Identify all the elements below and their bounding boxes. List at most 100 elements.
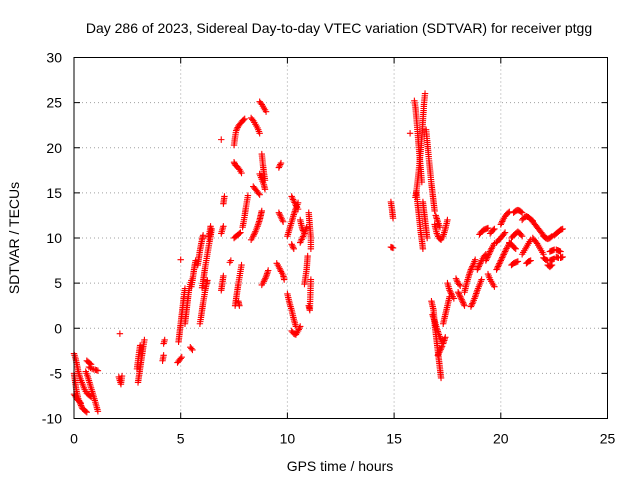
data-point (491, 283, 498, 290)
data-point (275, 263, 283, 271)
data-point (548, 261, 556, 269)
data-point (419, 245, 427, 253)
data-point (389, 214, 397, 222)
data-point (469, 300, 476, 307)
data-point (505, 209, 512, 216)
data-point (496, 260, 503, 267)
data-point (437, 374, 445, 382)
grid (74, 57, 608, 419)
data-point (250, 231, 258, 238)
y-axis-label: SDTVAR / TECUs (6, 182, 22, 294)
y-tick-label: 25 (46, 95, 62, 111)
data-point (500, 251, 507, 258)
data-point (94, 367, 102, 374)
data-point (303, 223, 310, 231)
data-point (262, 275, 269, 282)
data-point (178, 353, 185, 361)
data-point (277, 212, 284, 219)
data-point (116, 330, 124, 337)
y-tick-label: 15 (46, 185, 62, 201)
data-point (278, 215, 285, 222)
data-point (406, 130, 414, 137)
data-point (498, 219, 505, 227)
x-tick-label: 15 (386, 431, 402, 447)
data-point (86, 360, 94, 367)
data-point (453, 276, 460, 284)
data-point (517, 231, 525, 239)
data-point (468, 301, 475, 309)
data-point (495, 261, 502, 269)
data-point (262, 108, 270, 115)
data-point (461, 302, 468, 309)
data-point (244, 192, 252, 199)
data-point (434, 352, 442, 359)
data-point (471, 256, 479, 263)
data-point (237, 229, 244, 236)
data-point (446, 287, 453, 294)
data-point (233, 125, 241, 133)
data-point (295, 326, 302, 333)
data-point (141, 336, 148, 344)
data-point (518, 232, 526, 240)
data-point (475, 263, 482, 270)
data-point (458, 296, 465, 303)
data-point (275, 209, 283, 216)
data-point (436, 223, 444, 231)
data-point (436, 349, 443, 356)
data-point (485, 251, 492, 258)
data-point (289, 196, 297, 203)
data-point (258, 207, 265, 215)
data-point (547, 262, 555, 270)
data-point (498, 255, 505, 263)
data-point (292, 200, 299, 208)
data-point (460, 300, 468, 308)
data-point (501, 229, 509, 236)
data-point (527, 257, 534, 264)
data-point (437, 346, 444, 353)
data-point (83, 408, 91, 416)
data-point (188, 345, 195, 352)
data-point (476, 260, 484, 267)
data-point (433, 230, 440, 237)
data-point (476, 261, 483, 269)
data-point (294, 327, 302, 335)
data-point (289, 242, 296, 250)
data-point (499, 218, 506, 225)
data-point (452, 275, 460, 282)
data-point (87, 361, 95, 368)
data-point (559, 253, 566, 261)
x-tick-label: 0 (70, 431, 78, 447)
data-point (279, 218, 287, 225)
data-point (291, 199, 298, 206)
data-point (499, 254, 506, 261)
data-point (501, 248, 509, 255)
y-tick-label: 10 (46, 230, 62, 246)
data-point (238, 169, 245, 177)
chart-title: Day 286 of 2023, Sidereal Day-to-day VTE… (86, 20, 592, 36)
data-point (118, 372, 126, 380)
y-tick-label: -5 (50, 365, 63, 381)
data-point (474, 266, 481, 273)
data-point (297, 239, 304, 246)
data-point (493, 266, 500, 273)
data-point (512, 245, 519, 253)
data-point (438, 344, 445, 352)
data-point (218, 136, 225, 143)
data-point (457, 282, 464, 290)
data-point (482, 257, 490, 264)
data-point (557, 248, 564, 255)
data-point (238, 261, 245, 269)
data-point (264, 267, 272, 274)
data-point (435, 350, 442, 358)
data-point (260, 278, 268, 285)
data-point (484, 254, 491, 261)
data-point (307, 276, 315, 283)
data-point (261, 186, 269, 193)
data-point (289, 244, 297, 251)
data-point (232, 127, 240, 134)
data-point (276, 162, 283, 170)
x-tick-label: 20 (493, 431, 509, 447)
data-point (289, 194, 296, 202)
data-point (241, 115, 248, 123)
